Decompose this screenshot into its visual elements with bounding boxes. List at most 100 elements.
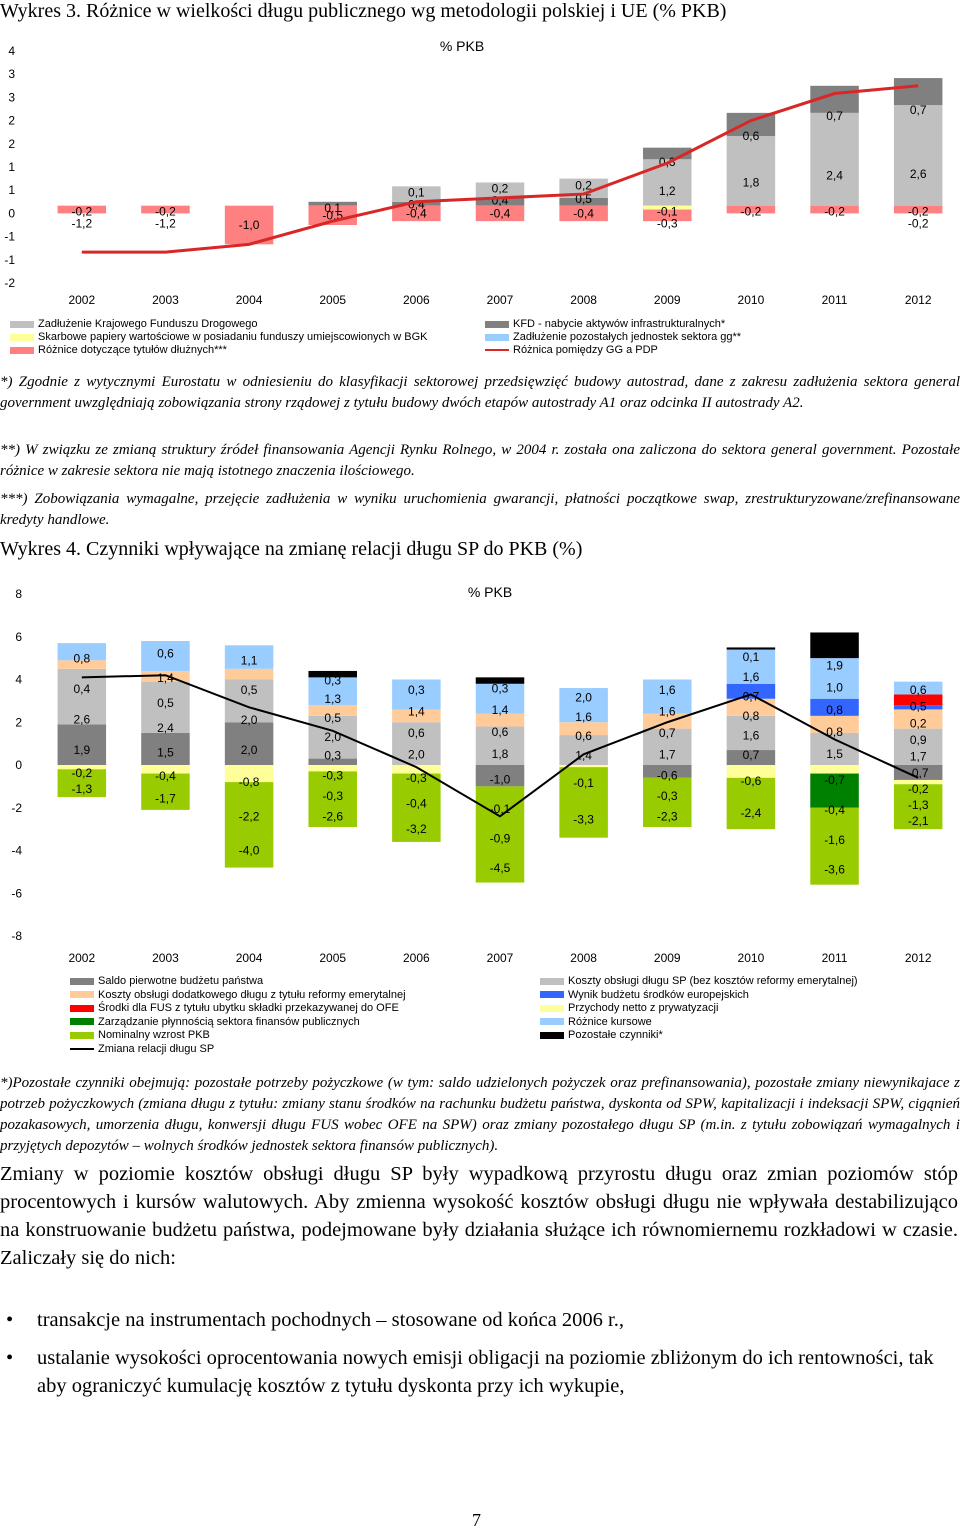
chart1-note-1: *) Zgodnie z wytycznymi Eurostatu w odni… — [0, 374, 960, 411]
data-label: 2,0 — [241, 713, 258, 727]
x-tick-label: 2011 — [822, 293, 848, 307]
data-label: 1,4 — [492, 703, 509, 717]
data-label: -0,2 — [71, 205, 92, 219]
legend-swatch — [70, 1004, 94, 1012]
bar-segment — [643, 777, 692, 827]
bar-segment — [893, 681, 943, 695]
bullet-item-1: • transakcje na instrumentach pochodnych… — [0, 1306, 958, 1334]
data-label: -1,2 — [71, 217, 92, 231]
data-label: -0,4 — [406, 206, 427, 220]
bar-segment — [810, 765, 859, 774]
bar-segment — [893, 78, 943, 106]
bar-segment — [141, 681, 190, 733]
x-tick-label: 2002 — [68, 293, 95, 307]
legend-item: Pozostałe czynniki* — [540, 1029, 663, 1041]
legend-label: Różnice dotyczące tytułów dłużnych*** — [38, 344, 227, 356]
legend-label: Nominalny wzrost PKB — [98, 1029, 210, 1041]
data-label: -0,2 — [908, 217, 929, 231]
bar-segment — [475, 197, 525, 206]
data-label: -1,0 — [239, 218, 260, 232]
bar-segment — [643, 159, 692, 206]
bar-segment — [810, 632, 859, 659]
bar-segment — [308, 765, 357, 772]
data-label: 2,6 — [910, 167, 927, 181]
data-label: 0,5 — [157, 696, 174, 710]
y-tick-label: 8 — [15, 587, 22, 601]
data-label: -2,1 — [908, 814, 929, 828]
data-label: 1,6 — [659, 705, 676, 719]
legend-label: Zadłużenie Krajowego Funduszu Drogowego — [38, 318, 258, 330]
series-line — [81, 674, 919, 818]
legend-item: Środki dla FUS z tytułu ubytku składki p… — [70, 1002, 399, 1014]
bar-segment — [392, 186, 441, 202]
data-label: 0,6 — [408, 726, 425, 740]
legend-label: Koszty obsługi długu SP (bez kosztów ref… — [568, 975, 858, 987]
data-label: -0,2 — [71, 766, 92, 780]
data-label: 2,0 — [575, 691, 592, 705]
data-label: 1,2 — [659, 184, 676, 198]
data-label: -4,5 — [490, 861, 511, 875]
bar-segment — [810, 205, 859, 214]
x-tick-label: 2004 — [236, 293, 263, 307]
data-label: -1,2 — [155, 217, 176, 231]
x-tick-label: 2003 — [152, 951, 179, 965]
bar-segment — [392, 765, 441, 774]
y-tick-label: 6 — [15, 630, 22, 644]
legend-item: Zadłużenie Krajowego Funduszu Drogowego — [10, 318, 258, 330]
data-label: 0,7 — [910, 103, 927, 117]
bar-segment — [643, 205, 692, 210]
legend-swatch — [70, 991, 94, 998]
x-tick-label: 2012 — [905, 293, 932, 307]
x-tick-label: 2004 — [236, 951, 263, 965]
bar-segment — [726, 715, 776, 751]
bullet-item-2: • ustalanie wysokości oprocentowania now… — [0, 1344, 958, 1400]
bar-segment — [643, 765, 692, 778]
data-label: 0,6 — [492, 725, 509, 739]
bar-segment — [810, 658, 859, 699]
bar-segment — [726, 765, 776, 778]
bar-segment — [57, 643, 107, 661]
data-label: -3,2 — [406, 822, 427, 836]
x-tick-label: 2008 — [570, 951, 597, 965]
chart1-legend: Zadłużenie Krajowego Funduszu Drogowego K… — [0, 318, 960, 360]
bar-segment — [810, 807, 859, 885]
x-tick-label: 2008 — [570, 293, 597, 307]
data-label: 0,8 — [826, 725, 843, 739]
bar-segment — [726, 698, 776, 716]
bar-segment — [475, 182, 525, 198]
legend-swatch — [70, 1031, 94, 1039]
data-label: 0,5 — [324, 711, 341, 725]
data-label: 0,5 — [910, 700, 927, 714]
bar-segment — [57, 668, 107, 725]
chart2: 8 6 4 2 0 -2 -4 -6 -8 % PKB 0,8 0,4 2,6 1,9 -0,2 -1,3 20… — [11, 584, 943, 965]
legend-label: Zadłużenie pozostałych jednostek sektora… — [513, 331, 742, 343]
y-tick-label: 1 — [8, 183, 15, 197]
data-label: -0,6 — [741, 774, 762, 788]
legend-item: Różnica pomiędzy GG a PDP — [485, 344, 658, 356]
legend-swatch — [70, 1047, 94, 1050]
legend-item: Zadłużenie pozostałych jednostek sektora… — [485, 331, 741, 343]
bullet-text: transakcje na instrumentach pochodnych –… — [37, 1309, 624, 1331]
data-label: 1,0 — [826, 681, 843, 695]
x-tick-label: 2006 — [403, 293, 430, 307]
legend-item: KFD - nabycie aktywów infrastrukturalnyc… — [485, 318, 725, 330]
bar-segment — [224, 645, 274, 669]
bar-segment — [308, 771, 357, 827]
data-label: 0,3 — [408, 683, 425, 697]
data-label: -0,3 — [657, 789, 678, 803]
bar-segment — [893, 705, 943, 710]
bar-segment — [308, 670, 357, 678]
bar-segment — [224, 668, 274, 680]
legend-label: Wynik budżetu środków europejskich — [568, 988, 749, 1001]
y-tick-label: 4 — [8, 44, 15, 58]
legend-item: Wynik budżetu środków europejskich — [540, 989, 749, 1001]
data-label: 0,4 — [73, 682, 90, 696]
data-label: 0,7 — [826, 109, 843, 123]
data-label: 0,8 — [826, 703, 843, 717]
y-tick-label: 1 — [8, 160, 15, 174]
bar-segment — [726, 683, 776, 699]
legend-label: Zmiana relacji długu SP — [98, 1042, 215, 1055]
data-label: 0,1 — [408, 185, 425, 199]
legend-item: Saldo pierwotne budżetu państwa — [70, 975, 263, 987]
bar-segment — [224, 782, 274, 868]
